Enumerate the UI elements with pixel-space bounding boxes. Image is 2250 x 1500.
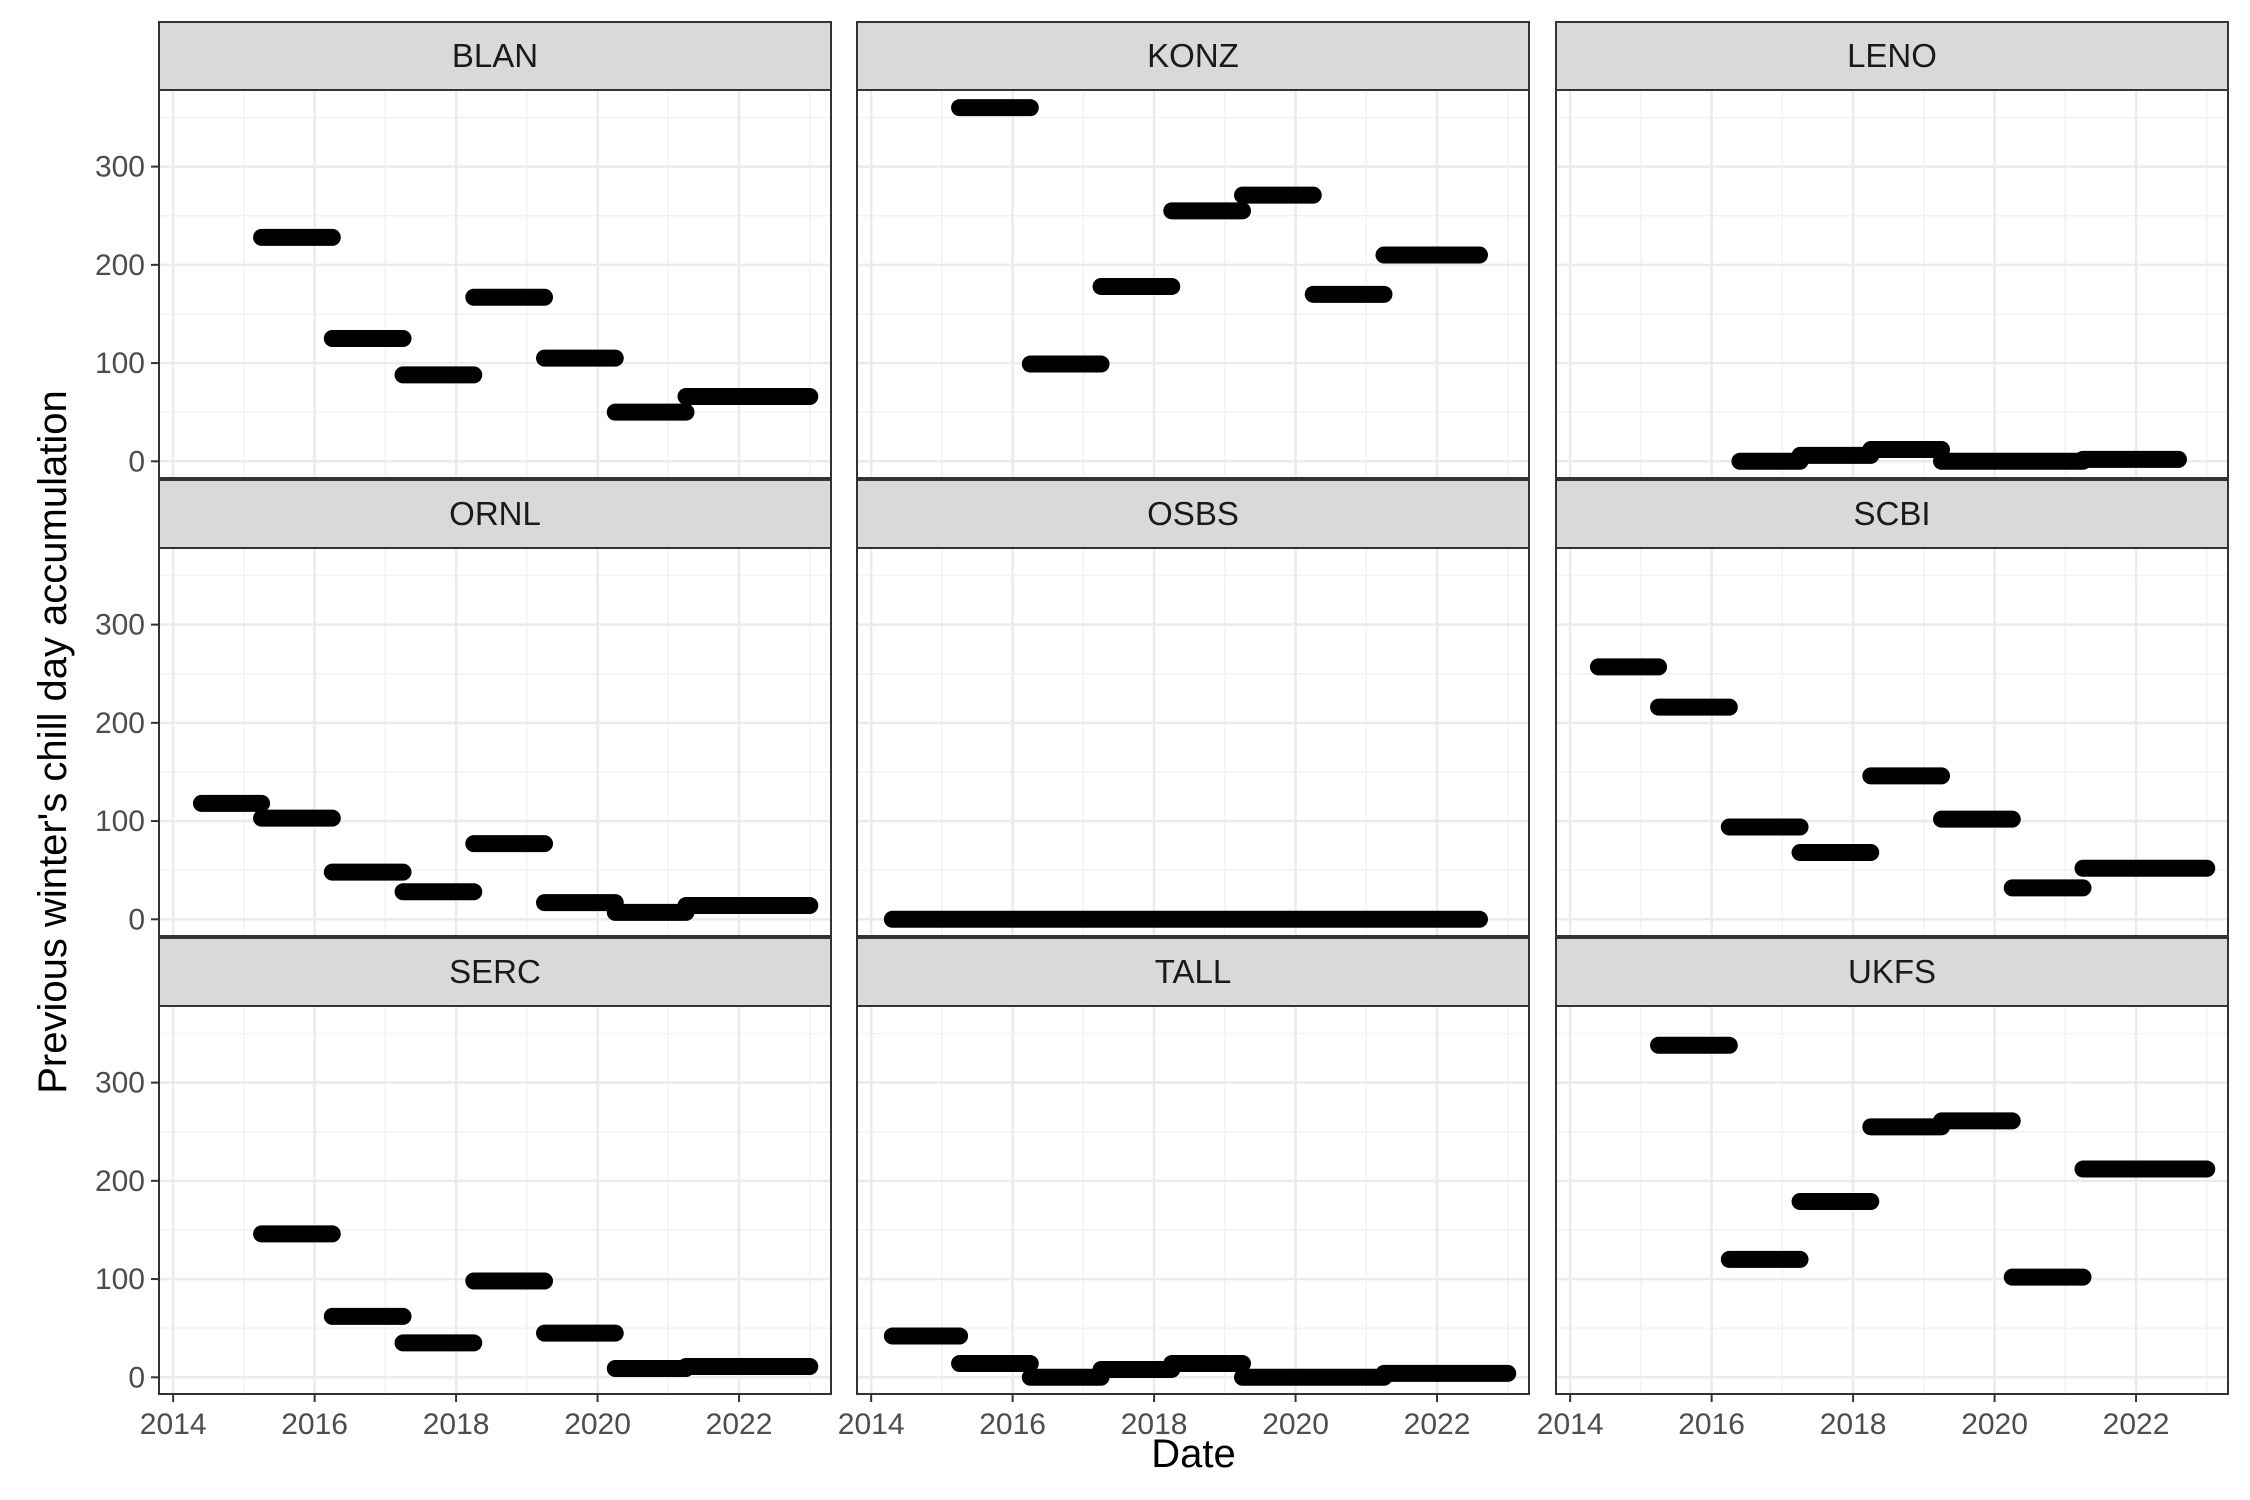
plot-background <box>159 90 831 478</box>
plot-background <box>159 1006 831 1394</box>
y-tick-label: 0 <box>128 445 145 478</box>
facet-panel: UKFS 2014 2016 2018 2020 2022 <box>1537 937 2229 1441</box>
x-tick-label: 2018 <box>423 1408 490 1441</box>
panel-border <box>158 547 832 937</box>
facet-panel: OSBS <box>856 479 1530 937</box>
plot-background <box>1556 1006 2228 1394</box>
x-tick-label: 2014 <box>838 1408 905 1441</box>
facet-label: SCBI <box>1853 495 1930 532</box>
facet-strip <box>856 937 1530 1007</box>
x-tick-label: 2020 <box>1961 1408 2028 1441</box>
facet-panel: LENO <box>1555 21 2229 479</box>
facet-panel: KONZ <box>856 21 1530 479</box>
facet-label: OSBS <box>1147 495 1239 532</box>
x-axis-title: Date <box>1151 1432 1236 1476</box>
x-tick-label: 2020 <box>564 1408 631 1441</box>
panel-border <box>1555 547 2229 937</box>
panel-border <box>1555 89 2229 479</box>
facet-label: SERC <box>449 953 541 990</box>
x-tick-label: 2014 <box>140 1408 207 1441</box>
y-tick-label: 100 <box>95 347 145 380</box>
plot-background <box>1556 90 2228 478</box>
y-tick-label: 100 <box>95 1263 145 1296</box>
y-tick-label: 200 <box>95 707 145 740</box>
plot-background <box>1556 548 2228 936</box>
y-tick-label: 0 <box>128 1361 145 1394</box>
facet-label: BLAN <box>452 37 538 74</box>
panel-border <box>158 1005 832 1395</box>
plot-background <box>857 90 1529 478</box>
facet-label: UKFS <box>1848 953 1936 990</box>
facet-panels: BLAN 0 100 200 300 KONZ LENO ORNL 0 100 200 300 OSBS… <box>95 21 2229 1441</box>
plot-background <box>857 1006 1529 1394</box>
y-tick-label: 200 <box>95 1165 145 1198</box>
x-tick-label: 2018 <box>1820 1408 1887 1441</box>
facet-panel: ORNL 0 100 200 300 <box>95 479 832 937</box>
plot-background <box>159 548 831 936</box>
facet-label: TALL <box>1155 953 1231 990</box>
facet-panel: BLAN 0 100 200 300 <box>95 21 832 479</box>
x-tick-label: 2016 <box>1678 1408 1745 1441</box>
x-tick-label: 2022 <box>1404 1408 1471 1441</box>
x-tick-label: 2022 <box>706 1408 773 1441</box>
x-tick-label: 2018 <box>1121 1408 1188 1441</box>
panel-border <box>856 547 1530 937</box>
x-tick-label: 2016 <box>979 1408 1046 1441</box>
panel-border <box>1555 1005 2229 1395</box>
panel-border <box>158 89 832 479</box>
x-tick-label: 2020 <box>1262 1408 1329 1441</box>
facet-panel: SERC 0 100 200 300 2014 2016 2018 2020 2022 <box>95 937 832 1441</box>
facet-strip <box>1555 937 2229 1007</box>
facet-strip <box>158 479 832 549</box>
y-tick-label: 300 <box>95 1067 145 1100</box>
y-tick-label: 200 <box>95 249 145 282</box>
plot-background <box>857 548 1529 936</box>
y-tick-label: 300 <box>95 609 145 642</box>
facet-panel: TALL 2014 2016 2018 2020 2022 <box>838 937 1530 1441</box>
y-tick-label: 300 <box>95 151 145 184</box>
y-tick-label: 0 <box>128 903 145 936</box>
panel-border <box>856 89 1530 479</box>
y-axis-title: Previous winter's chill day accumulation <box>31 390 75 1094</box>
facet-strip <box>1555 21 2229 91</box>
x-tick-label: 2014 <box>1537 1408 1604 1441</box>
y-tick-label: 100 <box>95 805 145 838</box>
facet-label: ORNL <box>449 495 541 532</box>
facet-panel: SCBI <box>1555 479 2229 937</box>
x-tick-label: 2022 <box>2103 1408 2170 1441</box>
facet-label: LENO <box>1847 37 1937 74</box>
x-tick-label: 2016 <box>281 1408 348 1441</box>
facet-strip <box>158 21 832 91</box>
facet-label: KONZ <box>1147 37 1239 74</box>
panel-border <box>856 1005 1530 1395</box>
